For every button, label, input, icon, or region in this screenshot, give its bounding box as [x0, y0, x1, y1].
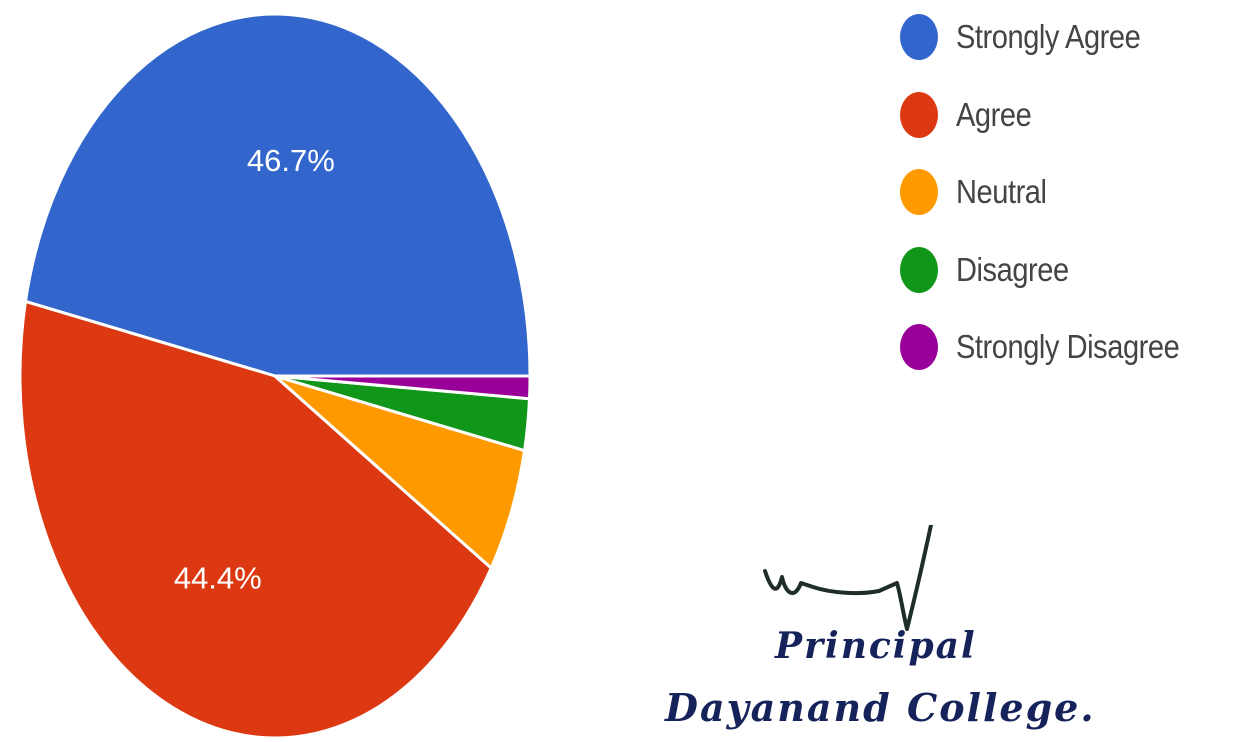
pie-slice-strongly-disagree [273, 374, 532, 401]
legend-item-agree: Agree [900, 90, 1236, 140]
legend-item-neutral: Neutral [900, 167, 1236, 217]
legend-item-strongly-agree: Strongly Agree [900, 12, 1236, 62]
pie-slice-agree [18, 299, 493, 740]
pie-chart: 46.7% 44.4% [18, 12, 532, 740]
legend-label-neutral: Neutral [956, 173, 1047, 210]
legend-label-disagree: Disagree [956, 250, 1069, 288]
legend-swatch-strongly-disagree [900, 324, 938, 370]
legend-label-agree: Agree [956, 95, 1032, 133]
pie-slice-neutral [273, 374, 527, 570]
signature-title: Principal [775, 625, 977, 667]
legend-item-strongly-disagree: Strongly Disagree [900, 322, 1236, 372]
signature-scribble [763, 525, 933, 631]
legend-swatch-strongly-agree [900, 14, 938, 60]
principal-signature: Principal Dayanand College. [660, 525, 1120, 740]
legend-swatch-disagree [900, 246, 938, 293]
data-label-agree: 44.4% [174, 560, 262, 595]
legend-label-strongly-agree: Strongly Agree [956, 18, 1141, 55]
legend-swatch-agree [900, 91, 938, 138]
chart-legend: Strongly Agree Agree Neutral Disagree St… [900, 12, 1236, 400]
legend-swatch-neutral [900, 169, 938, 215]
legend-item-disagree: Disagree [900, 245, 1236, 295]
signature-organization: Dayanand College. [665, 685, 1096, 730]
data-label-strongly-agree: 46.7% [247, 143, 335, 178]
pie-slice-strongly-agree [23, 12, 532, 378]
legend-label-strongly-disagree: Strongly Disagree [956, 328, 1180, 365]
